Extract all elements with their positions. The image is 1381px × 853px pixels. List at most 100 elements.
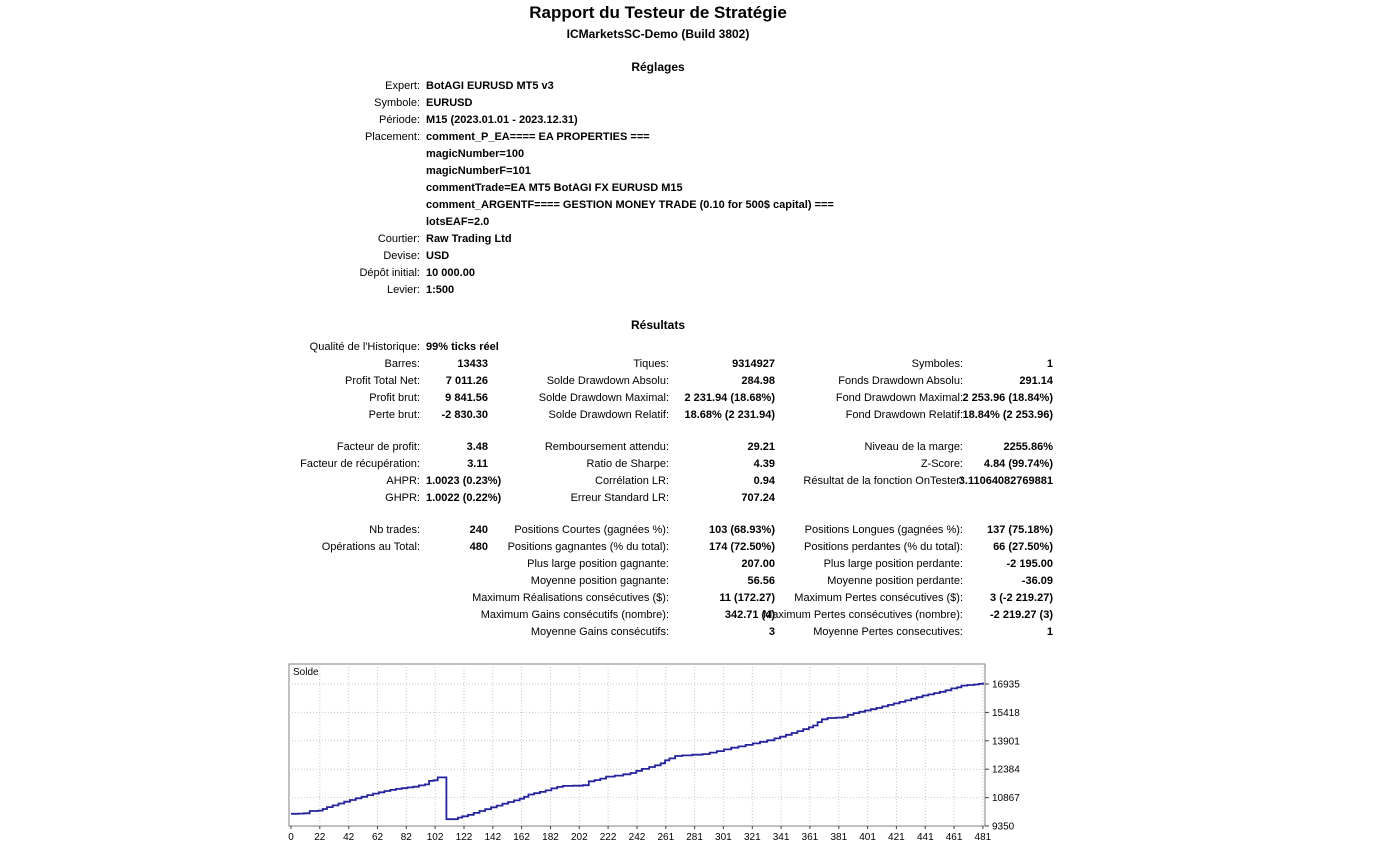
result-row: AHPR: 1.0023 (0.23%) Corrélation LR: 0.94 Ré… — [0, 473, 1055, 490]
result-label: Perte brut: — [368, 409, 420, 421]
result-row: Maximum Réalisations consécutives ($): 11… — [0, 590, 1055, 607]
result-value: 0.94 — [753, 475, 775, 487]
result-label: Plus large position gagnante: — [527, 558, 669, 570]
result-value: 3 (-2 219.27) — [990, 592, 1053, 604]
result-label: Niveau de la marge: — [864, 441, 963, 453]
result-value: 480 — [469, 541, 488, 553]
result-row: Opérations au Total: 480 Positions gagnant… — [0, 539, 1055, 556]
result-label: Remboursement attendu: — [544, 441, 669, 453]
settings-label: Devise: — [383, 250, 420, 262]
x-tick-label: 242 — [629, 832, 646, 843]
page-title: Rapport du Testeur de Stratégie — [529, 3, 787, 22]
x-tick-label: 461 — [946, 832, 963, 843]
result-label: Symboles: — [911, 358, 963, 370]
results-table: Qualité de l'Historique: 99% ticks réel Ba… — [0, 339, 1055, 424]
results-groups: Qualité de l'Historique: 99% ticks réel Ba… — [0, 339, 1055, 656]
settings-value: commentTrade=EA MT5 BotAGI FX EURUSD M15 — [426, 182, 683, 194]
result-label: Positions Longues (gagnées %): — [804, 524, 963, 536]
settings-value: comment_P_EA==== EA PROPERTIES === — [426, 131, 650, 143]
result-value: 2 231.94 (18.68%) — [684, 392, 775, 404]
y-tick-label: 9350 — [992, 822, 1015, 833]
result-label: Opérations au Total: — [321, 541, 420, 553]
x-tick-label: 222 — [600, 832, 617, 843]
settings-row: Symbole: EURUSD — [0, 95, 922, 112]
result-label: Moyenne position gagnante: — [530, 575, 669, 587]
result-label: Qualité de l'Historique: — [309, 341, 420, 353]
x-tick-label: 0 — [288, 832, 294, 843]
result-label — [777, 490, 965, 507]
settings-row: comment_ARGENTF==== GESTION MONEY TRADE … — [0, 197, 922, 214]
result-label: Solde Drawdown Absolu: — [546, 375, 669, 387]
settings-value: BotAGI EURUSD MT5 v3 — [426, 80, 554, 92]
result-row: Facteur de profit: 3.48 Remboursement atte… — [0, 439, 1055, 456]
settings-value: magicNumberF=101 — [426, 165, 531, 177]
settings-table: Expert: BotAGI EURUSD MT5 v3 Symbole: EURUS… — [0, 78, 922, 299]
result-label — [0, 624, 422, 641]
settings-value: Raw Trading Ltd — [426, 233, 512, 245]
result-value: 3 — [768, 626, 775, 638]
settings-label: Période: — [379, 114, 420, 126]
x-tick-label: 122 — [456, 832, 473, 843]
y-tick-label: 12384 — [992, 765, 1020, 776]
settings-row: Expert: BotAGI EURUSD MT5 v3 — [0, 78, 922, 95]
x-tick-label: 381 — [830, 832, 847, 843]
result-label — [0, 573, 422, 590]
settings-label — [0, 197, 422, 214]
x-tick-label: 421 — [888, 832, 905, 843]
results-header: Résultats — [630, 318, 686, 332]
result-value: -2 830.30 — [441, 409, 488, 421]
result-value: 29.21 — [747, 441, 775, 453]
x-tick-label: 301 — [715, 832, 732, 843]
result-value: 9 841.56 — [445, 392, 488, 404]
x-tick-label: 441 — [917, 832, 934, 843]
settings-label — [0, 180, 422, 197]
chart-title-solde: Solde — [293, 667, 319, 678]
result-row: GHPR: 1.0022 (0.22%) Erreur Standard LR: 70… — [0, 490, 1055, 507]
results-table: Facteur de profit: 3.48 Remboursement atte… — [0, 439, 1055, 507]
settings-label — [0, 146, 422, 163]
result-value: 3.11 — [467, 458, 488, 470]
settings-row: commentTrade=EA MT5 BotAGI FX EURUSD M15 — [0, 180, 922, 197]
result-row: Facteur de récupération: 3.11 Ratio de Sha… — [0, 456, 1055, 473]
result-value: 9314927 — [732, 358, 775, 370]
result-value: 3.48 — [466, 441, 488, 453]
result-row: Moyenne Gains consécutifs: 3 Moyenne Perte… — [0, 624, 1055, 641]
result-row: Profit Total Net: 7 011.26 Solde Drawdown … — [0, 373, 1055, 390]
result-row: Plus large position gagnante: 207.00 Plus … — [0, 556, 1055, 573]
result-row: Maximum Gains consécutifs (nombre): 342.7… — [0, 607, 1055, 624]
result-label: Solde Drawdown Relatif: — [548, 409, 669, 421]
result-label: Profit brut: — [369, 392, 420, 404]
result-label: Résultat de la fonction OnTester: — [803, 475, 963, 487]
result-value — [422, 573, 490, 590]
settings-label: Dépôt initial: — [359, 267, 420, 279]
result-label: Moyenne Gains consécutifs: — [530, 626, 669, 638]
result-value: 207.00 — [741, 558, 775, 570]
results-table: Nb trades: 240 Positions Courtes (gagnées … — [0, 522, 1055, 641]
x-tick-label: 481 — [975, 832, 992, 843]
result-label: Corrélation LR: — [595, 475, 669, 487]
settings-label: Symbole: — [374, 97, 420, 109]
settings-label — [0, 214, 422, 231]
x-tick-label: 102 — [427, 832, 444, 843]
settings-label: Placement: — [364, 131, 420, 143]
result-label: Erreur Standard LR: — [570, 492, 669, 504]
settings-row: Devise: USD — [0, 248, 922, 265]
result-value — [965, 339, 1055, 356]
result-label: Z-Score: — [920, 458, 963, 470]
result-row: Qualité de l'Historique: 99% ticks réel — [0, 339, 1055, 356]
result-value: 174 (72.50%) — [708, 541, 775, 553]
settings-header: Réglages — [631, 60, 685, 74]
settings-value: 10 000.00 — [426, 267, 475, 279]
settings-value: lotsEAF=2.0 — [426, 216, 490, 228]
x-tick-label: 341 — [773, 832, 790, 843]
result-label: Facteur de récupération: — [300, 458, 420, 470]
result-label: Barres: — [384, 358, 420, 370]
settings-label: Levier: — [386, 284, 420, 296]
settings-label — [0, 163, 422, 180]
x-tick-label: 62 — [372, 832, 384, 843]
result-label: Ratio de Sharpe: — [586, 458, 669, 470]
result-value: 137 (75.18%) — [986, 524, 1053, 536]
settings-row: magicNumberF=101 — [0, 163, 922, 180]
result-value: 2 253.96 (18.84%) — [962, 392, 1053, 404]
